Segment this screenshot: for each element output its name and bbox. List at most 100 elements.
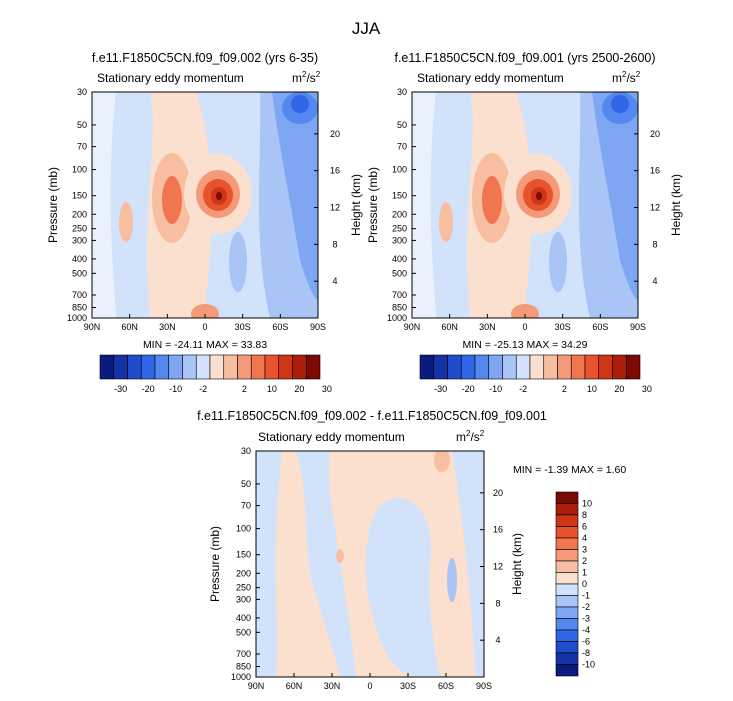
x-tick-label: 30N — [159, 322, 176, 332]
colorbar-label: 3 — [582, 545, 587, 555]
colorbar-label: -20 — [142, 384, 155, 394]
colorbar-label: -6 — [582, 637, 590, 647]
colorbar-label: 0 — [582, 579, 587, 589]
y-tick-label: 250 — [236, 583, 251, 593]
colorbar-label: -2 — [199, 384, 207, 394]
y-tick-label: 400 — [392, 254, 407, 264]
panel-title: f.e11.F1850C5CN.f09_f09.002 - f.e11.F185… — [197, 409, 547, 423]
colorbar: -30 -20 -10 -2 2 10 20 30 — [419, 354, 652, 394]
x-tick-label: 90N — [84, 322, 101, 332]
y-tick-label: 50 — [397, 120, 407, 130]
height-tick-label: 12 — [650, 203, 660, 213]
y-tick-label: 300 — [72, 235, 87, 245]
panel-difference: f.e11.F1850C5CN.f09_f09.002 - f.e11.F185… — [197, 409, 626, 691]
panel-case-001: f.e11.F1850C5CN.f09_f09.001 (yrs 2500-26… — [366, 51, 683, 394]
contour-max-core — [216, 192, 222, 200]
units-label: m2/s2 — [456, 429, 485, 444]
y-tick-label: 200 — [392, 209, 407, 219]
figure-title: JJA — [352, 19, 381, 38]
colorbar-swatch — [154, 354, 170, 380]
y-tick-label: 150 — [72, 191, 87, 201]
colorbar-swatch — [99, 354, 115, 380]
y-tick-label: 700 — [236, 649, 251, 659]
colorbar-label: 30 — [322, 384, 332, 394]
height-tick-label: 8 — [495, 598, 500, 608]
x-tick-label: 30S — [400, 681, 416, 691]
y-tick-label: 850 — [72, 303, 87, 313]
colorbar-label: 2 — [562, 384, 567, 394]
colorbar-swatch — [182, 354, 197, 380]
height-tick-label: 4 — [495, 635, 500, 645]
height-ticks: 20 16 12 8 4 — [634, 129, 660, 286]
colorbar-label: -3 — [582, 614, 590, 624]
height-tick-label: 16 — [493, 525, 503, 535]
colorbar-swatch — [529, 354, 545, 380]
x-tick-label: 90N — [248, 681, 265, 691]
colorbar-swatch — [278, 354, 293, 380]
y-tick-label: 500 — [236, 627, 251, 637]
contour-surface-max — [511, 304, 539, 318]
y-axis-label-right: Height (km) — [349, 174, 363, 236]
colorbar-label: 20 — [294, 384, 304, 394]
height-tick-label: 12 — [330, 203, 340, 213]
x-tick-label: 60N — [121, 322, 138, 332]
y-tick-label: 250 — [72, 224, 87, 234]
colorbar-swatch — [555, 629, 579, 642]
height-ticks: 20 16 12 8 4 — [314, 129, 340, 286]
colorbar-swatch — [488, 354, 503, 380]
colorbar-swatch — [555, 537, 579, 550]
x-tick-label: 30N — [324, 681, 341, 691]
y-tick-label: 1000 — [67, 313, 87, 323]
colorbar-swatch — [127, 354, 142, 380]
colorbar-swatch — [555, 526, 579, 539]
y-tick-label: 70 — [241, 501, 251, 511]
x-tick-label: 30S — [555, 322, 571, 332]
y-tick-label: 50 — [77, 120, 87, 130]
colorbar-label: 1 — [582, 568, 587, 578]
colorbar-swatch — [264, 354, 280, 380]
y-tick-label: 100 — [72, 165, 87, 175]
y-tick-label: 30 — [241, 446, 251, 456]
y-tick-label: 30 — [397, 87, 407, 97]
y-tick-label: 850 — [236, 662, 251, 672]
colorbar-label: 10 — [267, 384, 277, 394]
colorbar-swatch — [555, 652, 579, 665]
x-tick-label: 30N — [479, 322, 496, 332]
y-axis-label: Pressure (mb) — [366, 167, 380, 243]
height-tick-label: 20 — [493, 488, 503, 498]
panel-title: f.e11.F1850C5CN.f09_f09.002 (yrs 6-35) — [92, 51, 318, 65]
colorbar-swatch — [555, 572, 579, 585]
colorbar-swatch — [557, 354, 572, 380]
contour-negative-core — [272, 92, 318, 300]
colorbar-label: -1 — [582, 591, 590, 601]
colorbar-label: 8 — [582, 510, 587, 520]
y-tick-label: 700 — [392, 290, 407, 300]
height-tick-label: 8 — [652, 239, 657, 249]
colorbar-swatch — [113, 354, 128, 380]
colorbar-label: -2 — [519, 384, 527, 394]
x-tick-label: 60N — [286, 681, 303, 691]
y-tick-label: 1000 — [231, 672, 251, 682]
contour-small-positive — [336, 549, 344, 563]
colorbar-swatch — [555, 641, 579, 654]
contour-surface-max — [191, 304, 219, 318]
contour-max-spot — [434, 451, 450, 472]
colorbar-swatch — [292, 354, 307, 380]
panel-case-002: f.e11.F1850C5CN.f09_f09.002 (yrs 6-35) S… — [46, 51, 363, 394]
colorbar-swatch — [584, 354, 600, 380]
x-tick-label: 60N — [441, 322, 458, 332]
x-tick-label: 0 — [367, 681, 372, 691]
contour-min-inner — [611, 95, 629, 113]
y-axis-label-right: Height (km) — [669, 174, 683, 236]
colorbar-label: 2 — [242, 384, 247, 394]
colorbar-swatch — [555, 514, 579, 527]
colorbar-swatch — [223, 354, 238, 380]
colorbar-swatch — [555, 618, 579, 631]
y-tick-label: 500 — [72, 268, 87, 278]
height-tick-label: 4 — [332, 276, 337, 286]
y-tick-label: 100 — [392, 165, 407, 175]
colorbar-swatch — [555, 583, 579, 596]
x-tick-label: 0 — [202, 322, 207, 332]
colorbar-swatch — [543, 354, 558, 380]
